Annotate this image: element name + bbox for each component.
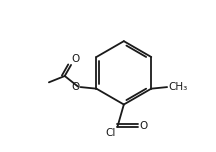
Text: CH₃: CH₃	[168, 82, 187, 92]
Text: O: O	[139, 121, 147, 131]
Text: Cl: Cl	[106, 128, 116, 138]
Text: O: O	[72, 82, 80, 92]
Text: O: O	[72, 54, 80, 64]
